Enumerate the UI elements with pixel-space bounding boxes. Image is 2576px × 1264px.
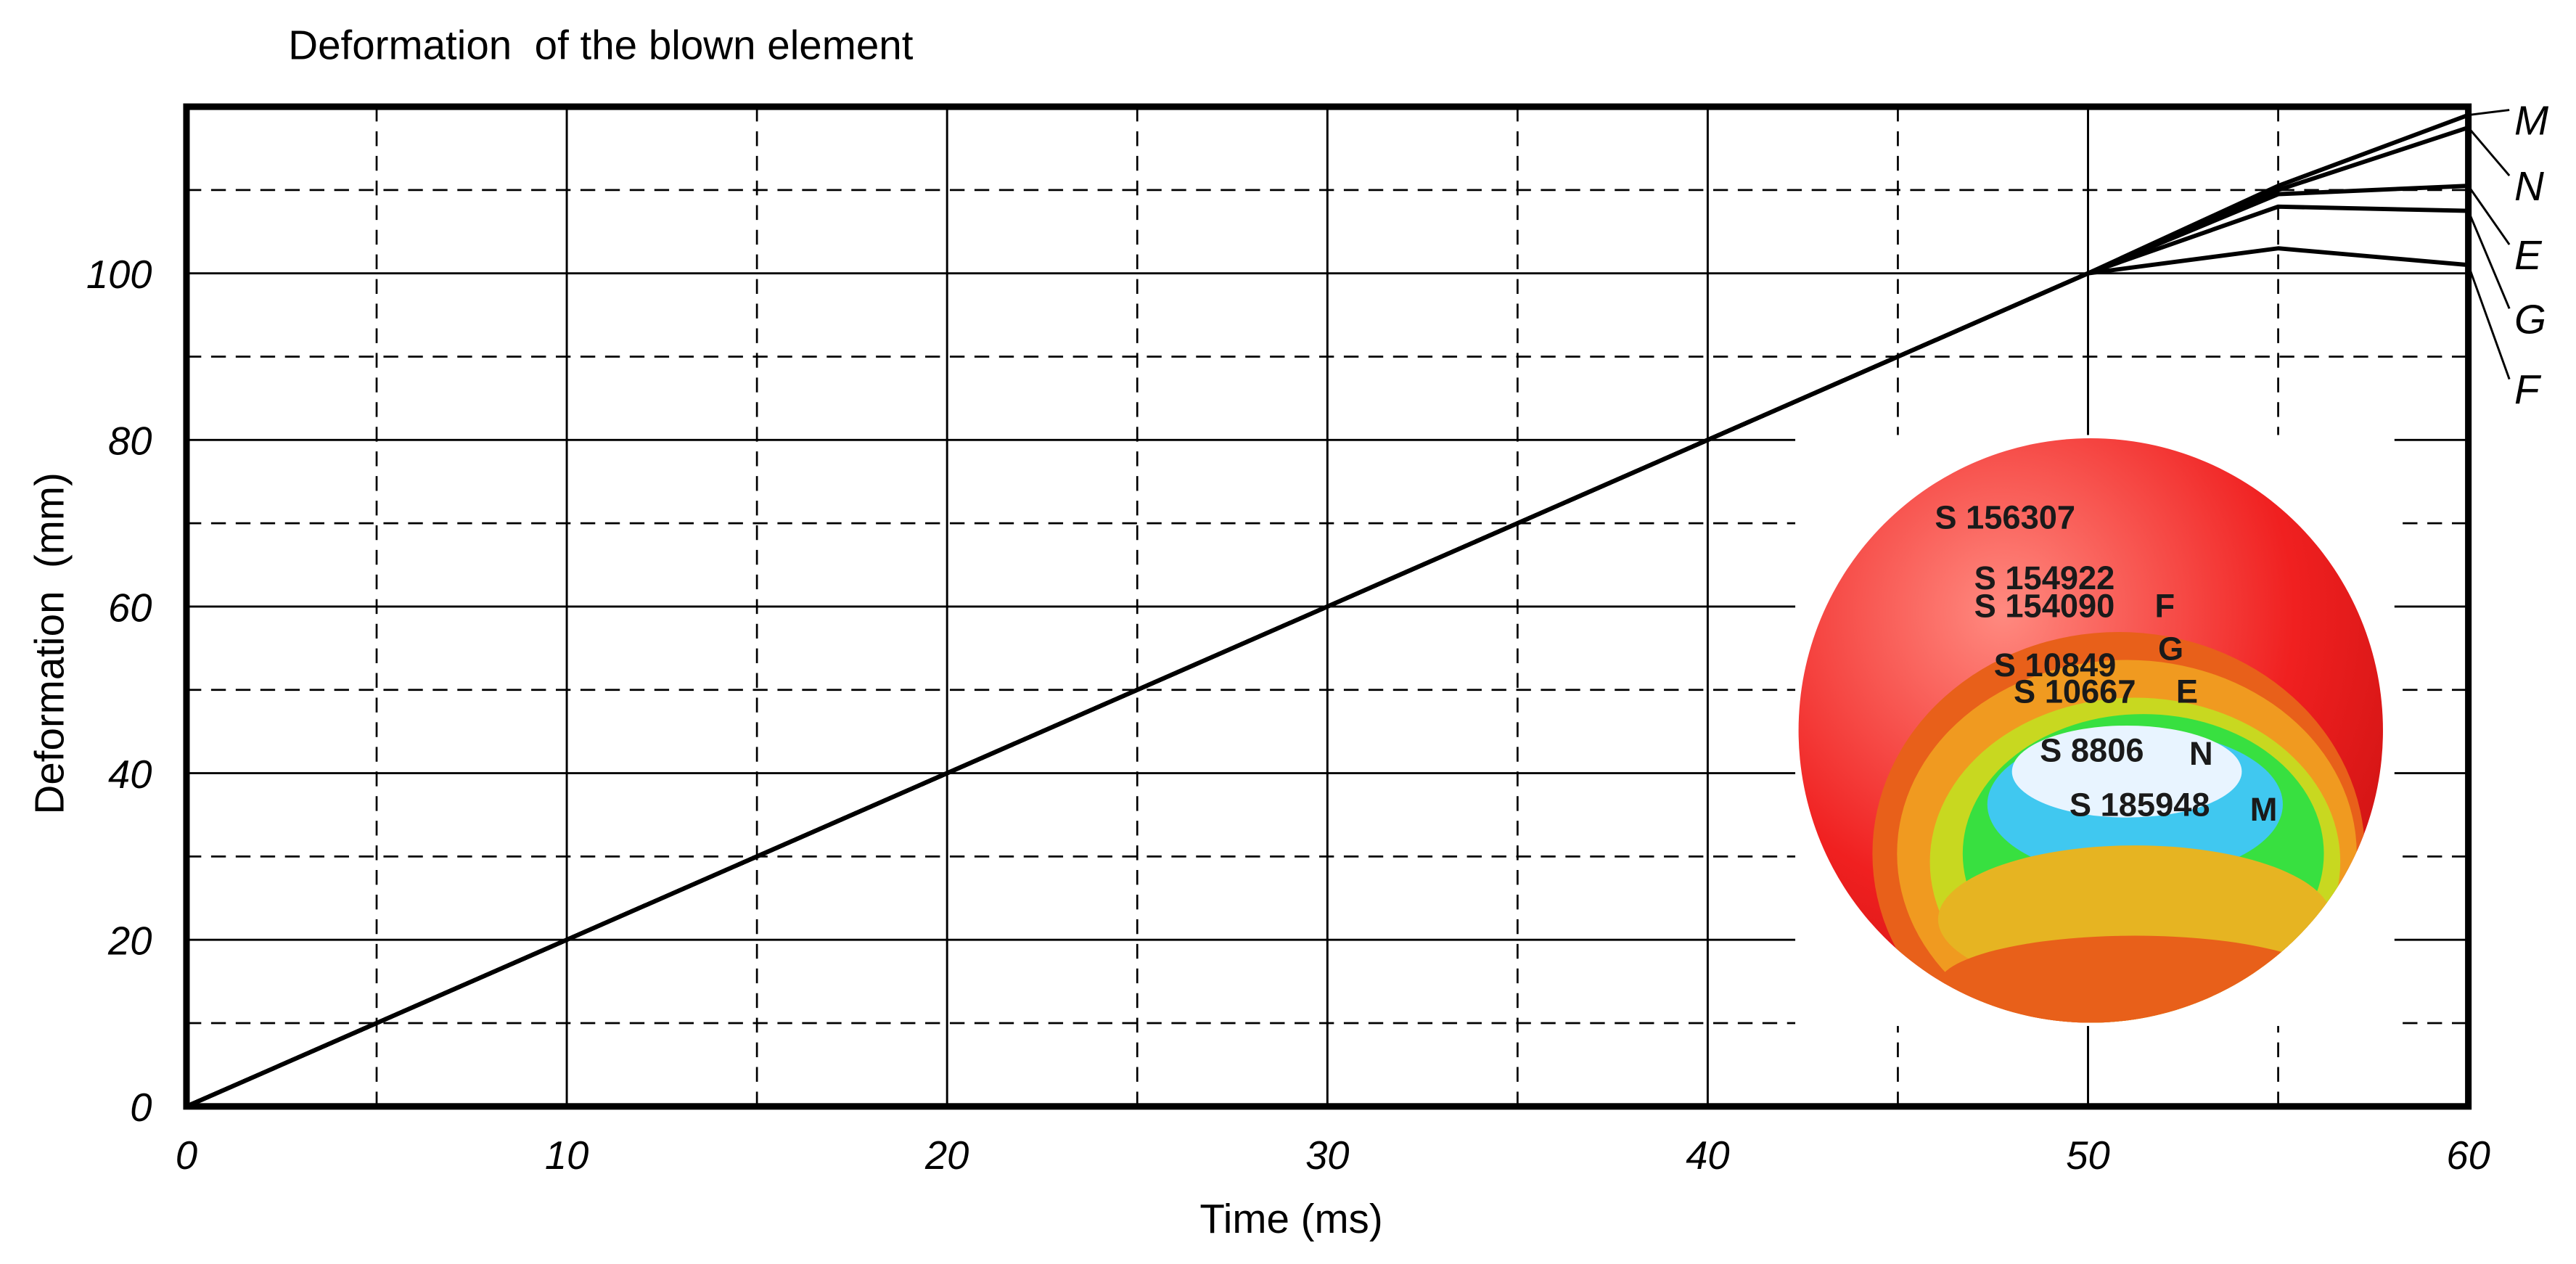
x-axis-label: Time (ms) — [1199, 1196, 1382, 1242]
x-tick-label: 20 — [924, 1133, 969, 1178]
inset-label: E — [2176, 673, 2198, 710]
leader-line — [2467, 185, 2511, 245]
leader-line — [2467, 210, 2511, 309]
plot-frame — [183, 103, 2472, 1110]
legend-label: N — [2514, 163, 2544, 209]
inset-label: S 10849 — [1994, 647, 2117, 684]
inset-image: S 156307 S 154922 S 154090 F S 10849 G S… — [1795, 435, 2395, 1026]
y-tick-label: 80 — [108, 419, 152, 464]
legend-label: G — [2514, 296, 2546, 342]
legend-label: E — [2514, 232, 2543, 278]
inset-label: F — [2155, 588, 2175, 625]
leader-line — [2467, 126, 2511, 177]
y-tick-label: 100 — [86, 253, 152, 297]
leader-line — [2467, 264, 2511, 380]
inset-label: S 10667 — [2014, 673, 2136, 710]
y-tick-label: 0 — [130, 1086, 152, 1130]
inset-label: G — [2158, 630, 2183, 667]
series-line — [185, 246, 2469, 1109]
legend-label: M — [2514, 98, 2549, 144]
x-tick-label: 40 — [1686, 1133, 1729, 1178]
inset-label: S 8806 — [2040, 732, 2144, 769]
x-tick-label: 10 — [545, 1133, 588, 1178]
leader-line — [2468, 109, 2510, 116]
x-tick-label: 30 — [1305, 1133, 1349, 1178]
y-tick-label: 20 — [107, 919, 152, 964]
chart-title: Deformation of the blown element — [288, 22, 914, 67]
x-tick-label: 0 — [176, 1133, 197, 1178]
inset-label: S 154922 — [1974, 559, 2115, 596]
y-axis-label: Deformation (mm) — [26, 472, 72, 814]
inset-label: N — [2189, 735, 2213, 772]
legend-label: F — [2514, 367, 2542, 413]
inset-label: M — [2250, 791, 2278, 828]
inset-label: S 185948 — [2070, 786, 2210, 823]
plot — [185, 112, 2469, 1109]
inset-label: S 156307 — [1935, 498, 2075, 535]
x-tick-label: 60 — [2446, 1133, 2490, 1178]
x-tick-label: 50 — [2066, 1133, 2109, 1178]
y-tick-label: 60 — [108, 586, 152, 630]
inset-label: S 154090 — [1974, 588, 2115, 625]
y-tick-label: 40 — [108, 752, 152, 797]
